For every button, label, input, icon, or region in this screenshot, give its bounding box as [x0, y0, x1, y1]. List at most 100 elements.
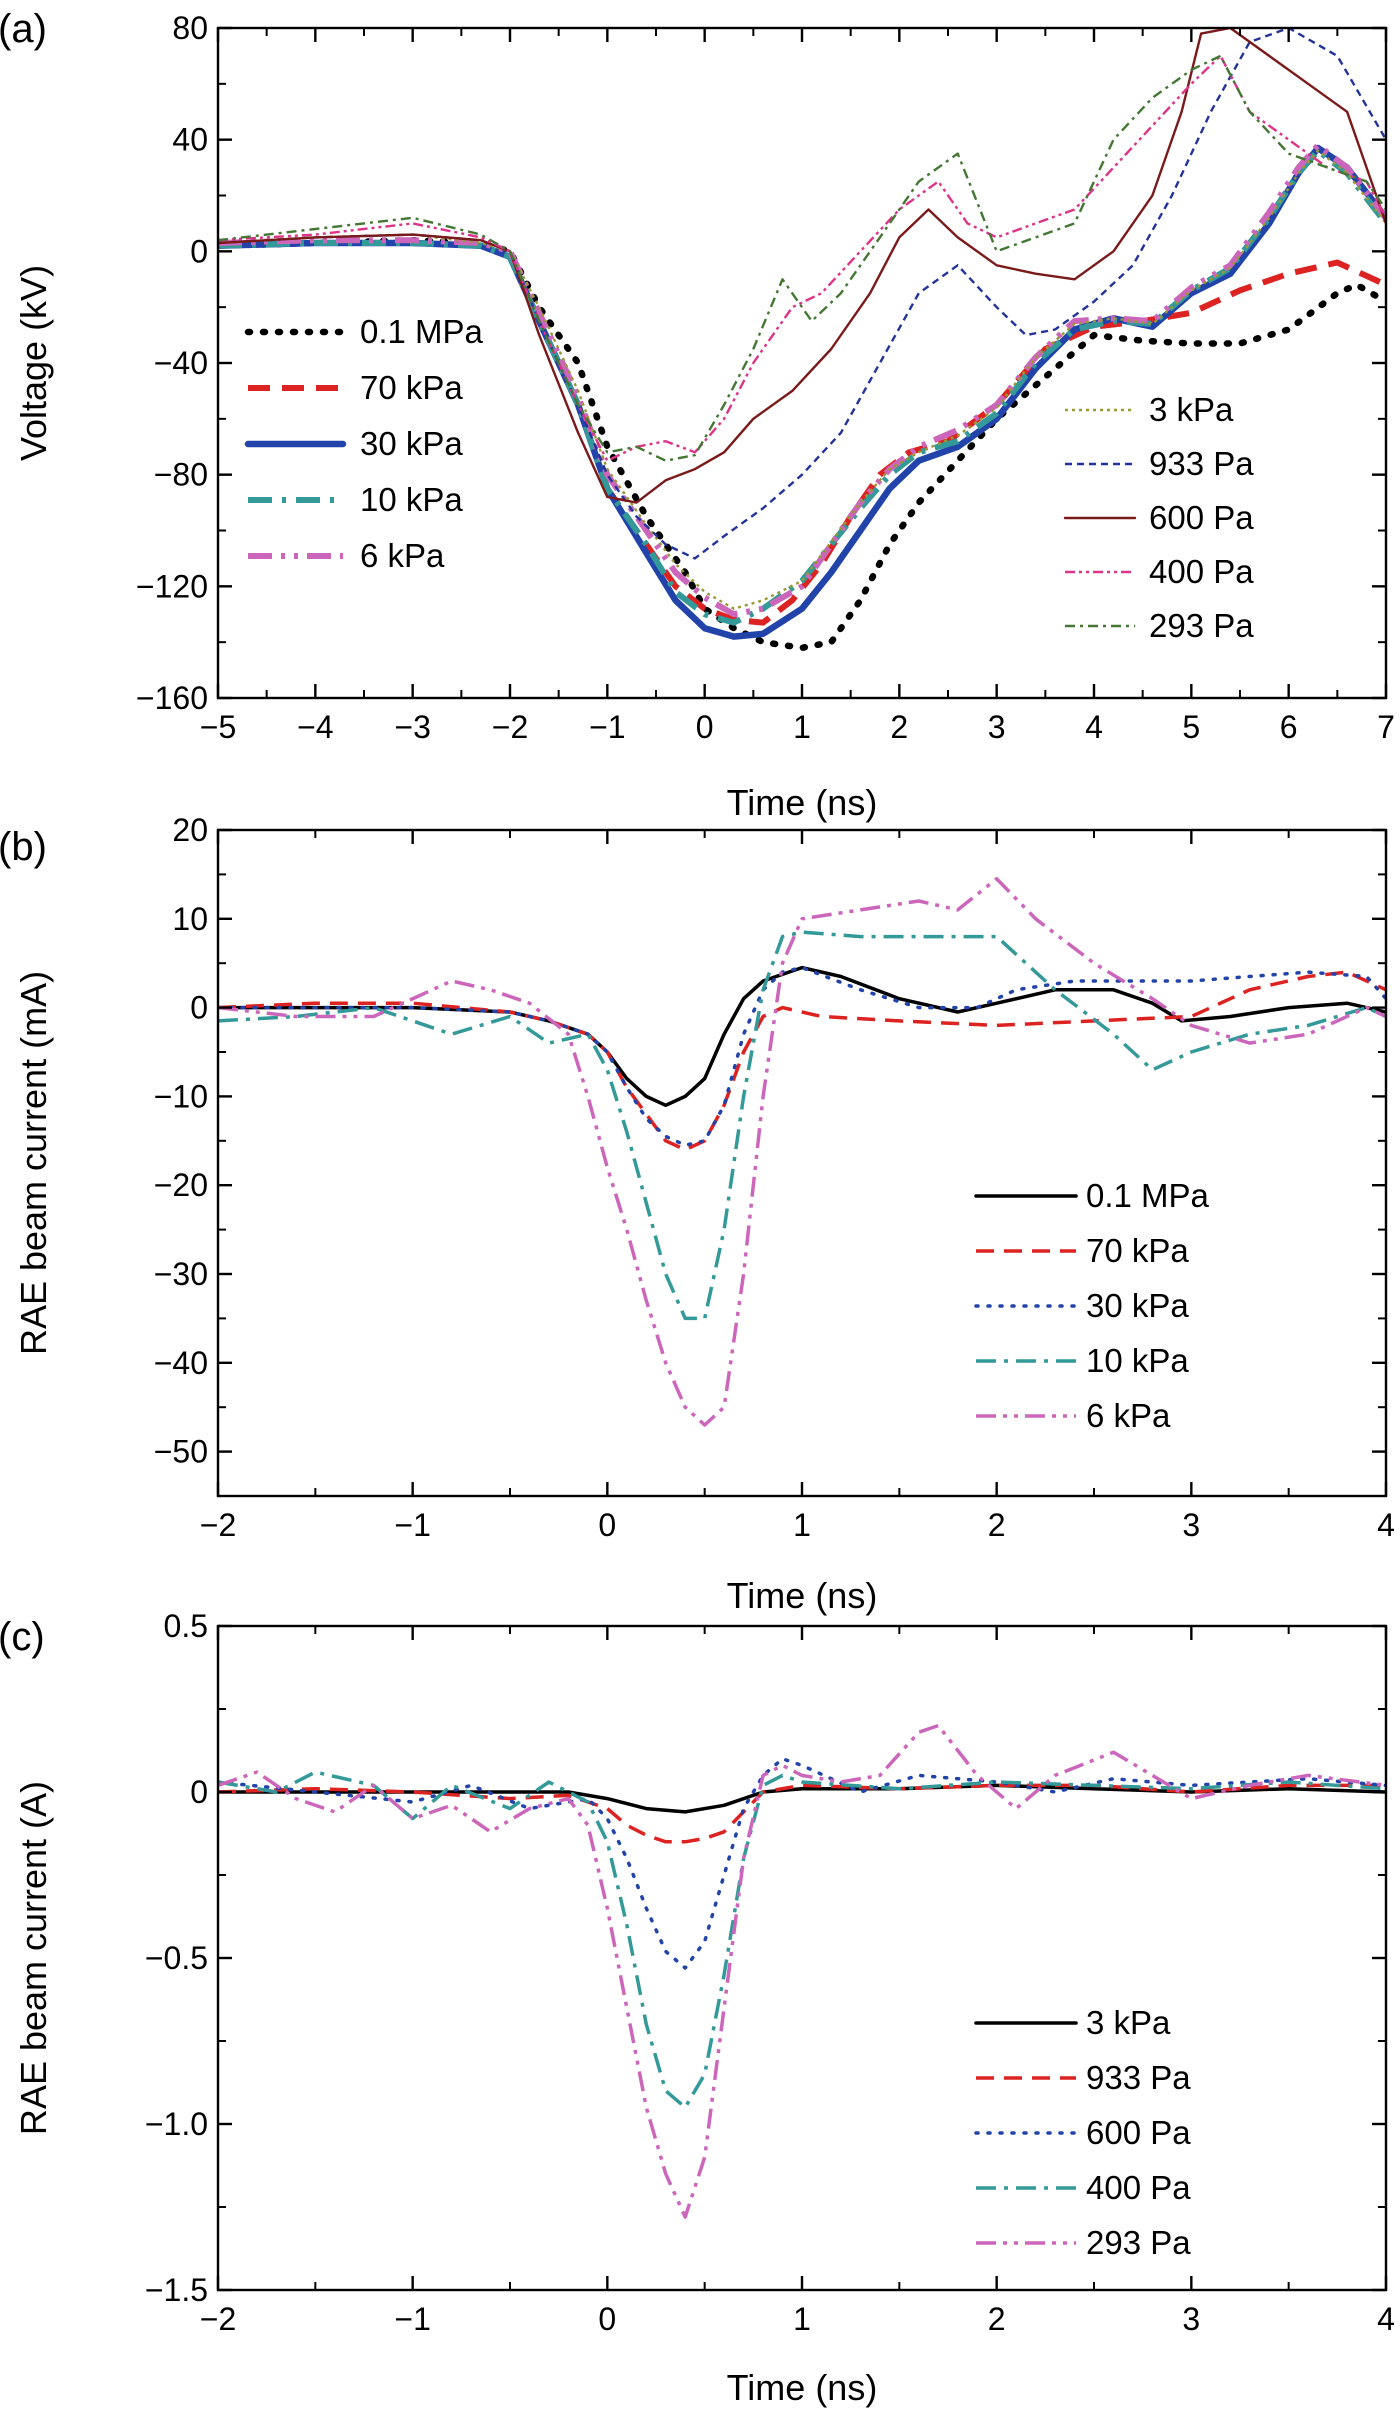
y-tick-label: −10 [154, 1078, 208, 1114]
legend-label: 10 kPa [360, 481, 463, 518]
series-line-933-pa [218, 28, 1386, 560]
legend: 0.1 MPa 70 kPa 30 kPa 10 kPa 6 kPa [244, 313, 484, 574]
y-tick-label: −20 [154, 1167, 208, 1203]
x-tick-label: 0 [598, 1507, 616, 1543]
y-tick-label: 10 [172, 901, 208, 937]
y-tick-label: −1.0 [145, 2106, 208, 2142]
legend-label: 600 Pa [1086, 2114, 1191, 2151]
legend-label: 933 Pa [1086, 2059, 1191, 2096]
legend-label: 10 kPa [1086, 1342, 1189, 1379]
legend-label: 293 Pa [1149, 607, 1254, 644]
legend-label: 6 kPa [1086, 1397, 1171, 1434]
legend-label: 933 Pa [1149, 445, 1254, 482]
x-tick-label: 1 [793, 2301, 811, 2337]
x-tick-label: 3 [988, 709, 1006, 745]
y-axis-title: RAE beam current (A) [13, 1781, 54, 2135]
x-tick-label: 4 [1377, 1507, 1395, 1543]
series-line-3-kpa [218, 1783, 1386, 1814]
x-axis-title: Time (ns) [727, 1575, 878, 1616]
x-tick-label: 4 [1085, 709, 1103, 745]
series-group [218, 28, 1386, 652]
legend-label: 0.1 MPa [1086, 1177, 1210, 1214]
y-tick-label: −1.5 [145, 2272, 208, 2308]
series-line-6-kpa [218, 142, 1386, 618]
series-line-600-pa [218, 28, 1386, 504]
y-tick-label: 0.5 [164, 1608, 208, 1644]
chart-panel-3: −2 −1 0 1 2 3 4 −1.5 −1.0 −0.5 0 0.5 Time (ns) RAE be… [0, 1608, 1395, 2408]
x-tick-label: 2 [890, 709, 908, 745]
x-tick-label: −3 [394, 709, 430, 745]
legend-label: 70 kPa [360, 369, 463, 406]
y-tick-label: −0.5 [145, 1940, 208, 1976]
x-tick-label: 7 [1377, 709, 1395, 745]
series-line-10-kpa [218, 930, 1386, 1321]
y-tick-label: −80 [154, 457, 208, 493]
panel-label: (c) [0, 1615, 45, 1659]
series-line-3-kpa [218, 149, 1386, 610]
y-tick-label: 0 [190, 1774, 208, 1810]
y-axis-title: RAE beam current (mA) [13, 971, 54, 1355]
legend-label: 400 Pa [1086, 2169, 1191, 2206]
y-tick-label: −120 [136, 568, 208, 604]
series-group [218, 877, 1386, 1427]
x-tick-label: 0 [696, 709, 714, 745]
x-tick-label: 3 [1182, 1507, 1200, 1543]
y-tick-label: −30 [154, 1256, 208, 1292]
legend: 0.1 MPa 70 kPa 30 kPa 10 kPa 6 kPa [974, 1177, 1210, 1434]
series-group [218, 1723, 1386, 2219]
series-line-0-1-mpa [218, 965, 1386, 1108]
legend-label: 293 Pa [1086, 2224, 1191, 2261]
x-tick-label: 3 [1182, 2301, 1200, 2337]
y-tick-label: 20 [172, 812, 208, 848]
series-line-30-kpa [218, 965, 1386, 1147]
series-line-293-pa [218, 54, 1386, 462]
panel-label: (a) [0, 7, 47, 51]
series-line-0-1-mpa [218, 236, 1386, 652]
x-tick-label: 1 [793, 709, 811, 745]
x-tick-label: 1 [793, 1507, 811, 1543]
legend-label: 600 Pa [1149, 499, 1254, 536]
x-tick-label: −2 [200, 1507, 236, 1543]
series-line-70-kpa [218, 970, 1386, 1152]
x-tick-label: 4 [1377, 2301, 1395, 2337]
legend-label: 3 kPa [1086, 2004, 1171, 2041]
series-line-933-pa [218, 1783, 1386, 1844]
x-tick-label: 0 [598, 2301, 616, 2337]
x-tick-label: −1 [589, 709, 625, 745]
y-tick-label: 0 [190, 990, 208, 1026]
x-tick-label: 6 [1280, 709, 1298, 745]
x-tick-label: −4 [297, 709, 333, 745]
y-tick-label: −50 [154, 1434, 208, 1470]
chart-panel-1: −5 −4 −3 −2 −1 0 1 2 3 4 5 6 7 −160 −120 −80 −40 0 40 80 Tim… [0, 7, 1395, 823]
legend-label: 30 kPa [1086, 1287, 1189, 1324]
x-tick-label: −1 [394, 1507, 430, 1543]
series-line-6-kpa [218, 877, 1386, 1427]
x-axis-title: Time (ns) [727, 782, 878, 823]
legend-label: 0.1 MPa [360, 313, 484, 350]
x-axis-title: Time (ns) [727, 2367, 878, 2408]
x-tick-label: −1 [394, 2301, 430, 2337]
series-line-70-kpa [218, 240, 1386, 626]
x-tick-label: 2 [988, 1507, 1006, 1543]
plot-frame [216, 1624, 1388, 2292]
y-tick-label: 40 [172, 122, 208, 158]
y-tick-label: 80 [172, 10, 208, 46]
y-tick-label: −40 [154, 1345, 208, 1381]
y-axis-title: Voltage (kV) [13, 265, 54, 461]
plot-frame [216, 26, 1388, 700]
legend-label: 6 kPa [360, 537, 445, 574]
plot-frame [216, 828, 1388, 1498]
x-tick-label: −5 [200, 709, 236, 745]
legend-label: 3 kPa [1149, 391, 1234, 428]
x-tick-label: 5 [1182, 709, 1200, 745]
series-line-293-pa [218, 1723, 1386, 2219]
legend: 3 kPa 933 Pa 600 Pa 400 Pa 293 Pa [1063, 391, 1254, 644]
x-tick-label: 2 [988, 2301, 1006, 2337]
y-tick-label: 0 [190, 233, 208, 269]
x-tick-label: −2 [200, 2301, 236, 2337]
y-tick-label: −160 [136, 680, 208, 716]
y-tick-label: −40 [154, 345, 208, 381]
series-line-400-pa [218, 1770, 1386, 2110]
legend-label: 70 kPa [1086, 1232, 1189, 1269]
